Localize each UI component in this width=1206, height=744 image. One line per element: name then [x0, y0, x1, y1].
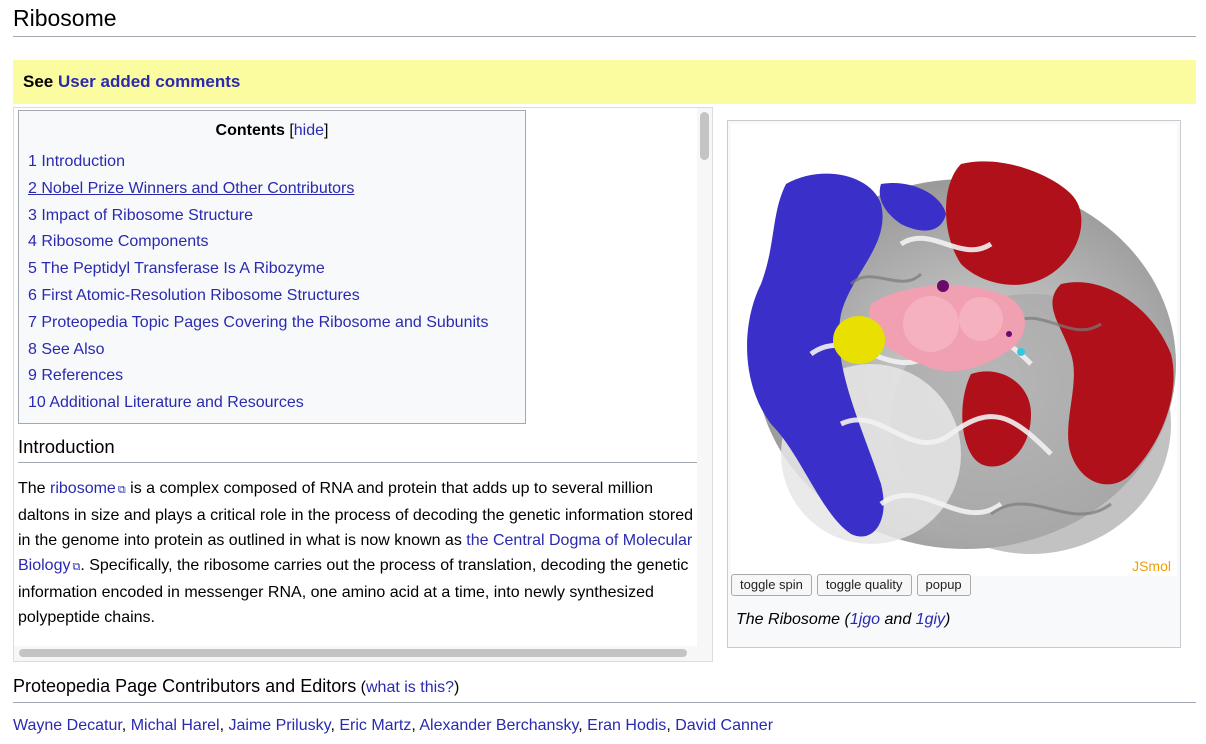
horizontal-scrollbar[interactable] [14, 646, 712, 661]
toc-number: 1 [28, 153, 37, 170]
toc-item[interactable]: 9 References [28, 365, 488, 392]
toc-label: Introduction [41, 153, 125, 170]
jsmol-label: JSmol [1132, 558, 1171, 574]
contributor-link[interactable]: Eric Martz [339, 717, 412, 734]
toc-item[interactable]: 3 Impact of Ribosome Structure [28, 205, 488, 232]
contributor-link[interactable]: Eran Hodis [587, 717, 667, 734]
toc-number: 3 [28, 206, 37, 224]
user-comments-link[interactable]: User added comments [57, 72, 241, 91]
contributors-list: Wayne Decatur, Michal Harel, Jaime Prilu… [13, 717, 774, 734]
toggle-quality-button[interactable]: toggle quality [816, 574, 912, 596]
toc-item[interactable]: 6 First Atomic-Resolution Ribosome Struc… [28, 285, 488, 312]
what-is-this-link[interactable]: what is this? [366, 679, 455, 696]
external-link-icon: ⧉ [117, 484, 126, 496]
intro-text-2: is a complex composed of RNA and protein… [18, 480, 694, 549]
toc-item[interactable]: 5 The Peptidyl Transferase Is A Ribozyme [28, 258, 488, 285]
toc-label: Ribosome Components [41, 233, 209, 251]
vertical-scroll-thumb[interactable] [700, 112, 709, 160]
toc-label: Additional Literature and Resources [49, 394, 304, 412]
toc-label: Proteopedia Topic Pages Covering the Rib… [41, 313, 489, 331]
toc-number: 9 [28, 367, 37, 385]
paren-open: ( [356, 679, 366, 696]
toc-label: See Also [41, 340, 105, 358]
contributors-heading: Proteopedia Page Contributors and Editor… [13, 676, 1196, 703]
popup-button[interactable]: popup [916, 574, 971, 596]
toc-item[interactable]: 2 Nobel Prize Winners and Other Contribu… [28, 178, 488, 205]
paren-close: ) [454, 679, 460, 696]
contributor-link[interactable]: Jaime Prilusky [228, 717, 331, 734]
contributor-link[interactable]: David Canner [675, 717, 774, 734]
toc-label: Impact of Ribosome Structure [41, 206, 253, 224]
caption-text-1: The Ribosome ( [736, 611, 850, 628]
contributor-link[interactable]: Wayne Decatur [13, 717, 122, 734]
pdb-1jgo-link[interactable]: 1jgo [849, 611, 881, 628]
pdb-1giy-link[interactable]: 1giy [915, 611, 946, 628]
toc-number: 2 [28, 179, 37, 197]
comments-notice: See User added comments [13, 60, 1196, 104]
central-dogma-link[interactable]: the Central Dogma of Molecular Biology [18, 532, 693, 574]
toc-number: 6 [28, 286, 37, 304]
page-title: Ribosome [13, 5, 117, 31]
viewer-controls: toggle spin toggle quality popup [731, 574, 971, 596]
toc-number: 7 [28, 313, 37, 331]
caption-text-3: ) [945, 611, 951, 628]
toc-label: Nobel Prize Winners and Other Contributo… [41, 179, 355, 197]
toc-item[interactable]: 8 See Also [28, 339, 488, 366]
toc-label: First Atomic-Resolution Ribosome Structu… [41, 286, 360, 304]
toc-list: 1 Introduction 2 Nobel Prize Winners and… [28, 151, 488, 419]
article-scroll-panel[interactable]: Contents [hide] 1 Introduction 2 Nobel P… [13, 107, 713, 662]
viewer-caption: The Ribosome (1jgo and 1giy) [736, 611, 950, 629]
horizontal-scroll-thumb[interactable] [19, 649, 687, 657]
vertical-scrollbar[interactable] [697, 108, 712, 648]
toc-number: 8 [28, 340, 37, 358]
toc-number: 4 [28, 233, 37, 251]
ribosome-link[interactable]: ribosome [50, 480, 116, 497]
caption-text-2: and [880, 611, 916, 628]
ribosome-structure-image [747, 161, 1176, 554]
contributors-heading-text: Proteopedia Page Contributors and Editor… [13, 676, 357, 696]
toc-hide-link[interactable]: hide [293, 122, 325, 139]
toc-header: Contents [hide] [19, 122, 525, 140]
toggle-spin-button[interactable]: toggle spin [731, 574, 812, 596]
intro-text-1: The [18, 480, 51, 497]
notice-prefix: See [23, 72, 54, 91]
external-link-icon: ⧉ [72, 561, 81, 573]
toc-label: The Peptidyl Transferase Is A Ribozyme [41, 260, 325, 278]
molecule-viewer[interactable]: JSmol [731, 124, 1177, 576]
toc-bracket-open: [ [289, 122, 294, 139]
toc-title: Contents [215, 122, 285, 139]
contributor-link[interactable]: Alexander Berchansky [419, 717, 579, 734]
introduction-paragraph: The ribosome ⧉ is a complex composed of R… [18, 476, 698, 630]
table-of-contents: Contents [hide] 1 Introduction 2 Nobel P… [18, 110, 526, 424]
toc-number: 5 [28, 260, 37, 278]
toc-item[interactable]: 10 Additional Literature and Resources [28, 392, 488, 419]
title-divider [13, 36, 1196, 37]
toc-number: 10 [28, 394, 46, 412]
toc-item[interactable]: 4 Ribosome Components [28, 231, 488, 258]
jsmol-panel: JSmol toggle spin toggle quality popup T… [727, 120, 1181, 648]
toc-bracket-close: ] [324, 122, 329, 139]
toc-item[interactable]: 7 Proteopedia Topic Pages Covering the R… [28, 312, 488, 339]
toc-label: References [41, 367, 124, 385]
contributor-link[interactable]: Michal Harel [130, 717, 220, 734]
intro-text-3: . Specifically, the ribosome carries out… [18, 557, 689, 626]
introduction-heading: Introduction [18, 436, 697, 463]
toc-item[interactable]: 1 Introduction [28, 151, 488, 178]
